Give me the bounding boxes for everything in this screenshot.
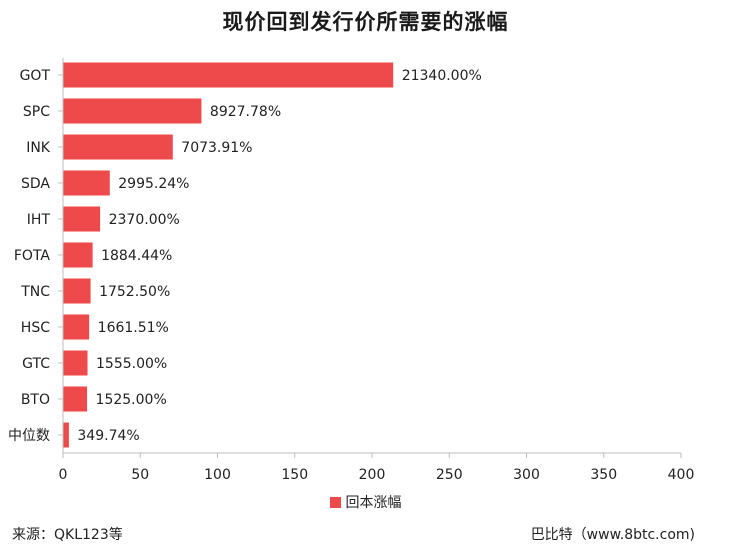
category-label: GOT	[20, 68, 51, 84]
data-label: 7073.91%	[181, 140, 252, 156]
category-label: 中位数	[8, 428, 50, 444]
bar	[63, 350, 88, 376]
data-label: 2370.00%	[109, 212, 180, 228]
category-label: TNC	[20, 284, 50, 300]
data-label: 1661.51%	[98, 320, 169, 336]
category-label: SDA	[21, 176, 50, 192]
legend-label: 回本涨幅	[345, 495, 402, 511]
footer-source: 来源：QKL123等	[12, 527, 123, 543]
data-label: 1555.00%	[96, 356, 167, 372]
bar	[63, 422, 69, 448]
data-label: 349.74%	[77, 428, 139, 444]
data-label: 1752.50%	[99, 284, 170, 300]
category-label: BTO	[21, 392, 50, 408]
bar	[63, 62, 394, 88]
bar	[63, 278, 91, 304]
bar	[63, 170, 110, 196]
chart-legend: 回本涨幅	[0, 492, 731, 512]
data-label: 21340.00%	[402, 68, 482, 84]
bar	[63, 386, 88, 412]
x-tick-label: 100	[204, 467, 231, 483]
category-label: INK	[26, 140, 51, 156]
category-label: SPC	[23, 104, 50, 120]
data-label: 8927.78%	[210, 104, 281, 120]
bar	[63, 98, 202, 124]
data-label: 1884.44%	[101, 248, 172, 264]
x-tick-label: 150	[281, 467, 308, 483]
bar	[63, 242, 93, 268]
x-tick-label: 200	[359, 467, 386, 483]
x-tick-label: 0	[59, 467, 68, 483]
chart-title: 现价回到发行价所需要的涨幅	[222, 10, 509, 34]
x-tick-label: 300	[513, 467, 540, 483]
bar	[63, 206, 101, 232]
x-tick-label: 350	[590, 467, 617, 483]
bar	[63, 134, 173, 160]
x-tick-label: 50	[131, 467, 149, 483]
category-label: IHT	[27, 212, 51, 228]
x-tick-label: 400	[668, 467, 695, 483]
bar	[63, 314, 90, 340]
category-label: FOTA	[14, 248, 51, 264]
legend-swatch	[329, 496, 341, 508]
category-label: HSC	[21, 320, 50, 336]
x-tick-label: 250	[436, 467, 463, 483]
footer-credit: 巴比特（www.8btc.com)	[530, 527, 695, 543]
data-label: 1525.00%	[96, 392, 167, 408]
category-label: GTC	[22, 356, 50, 372]
data-label: 2995.24%	[118, 176, 189, 192]
